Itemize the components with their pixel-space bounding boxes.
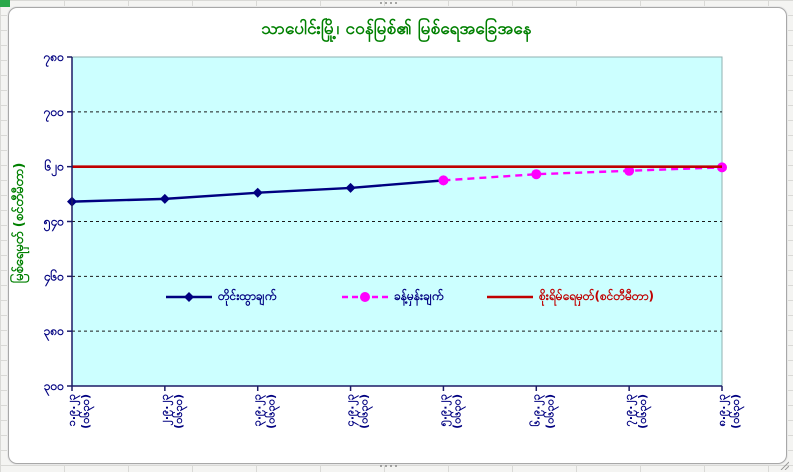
forecast-legend-sample <box>342 292 388 302</box>
danger-level-legend-sample <box>487 295 533 299</box>
sheet-handle-dots-top <box>380 2 402 6</box>
observed-legend-sample <box>166 292 212 302</box>
chart-object[interactable] <box>8 7 787 464</box>
sheet-corner-cell <box>0 0 10 7</box>
legend-label-forecast: ခန့်မှန်းချက် <box>394 289 444 303</box>
resize-grip[interactable] <box>779 461 789 470</box>
chart-title: သာပေါင်းမြို့၊ ငဝန်မြစ်၏ မြစ်ရေအခြေအနေ <box>261 19 532 39</box>
legend-label-danger-level: စိုးရိမ်ရေမှတ်(စင်တီမီတာ) <box>539 289 655 303</box>
legend: တိုင်းထွာချက် ခန့်မှန်းချက် စိုးရိမ်ရေမှ… <box>0 287 793 309</box>
legend-entry-observed[interactable]: တိုင်းထွာချက် <box>166 287 276 307</box>
legend-sample-marker <box>184 292 194 302</box>
legend-entry-forecast[interactable]: ခန့်မှန်းချက် <box>342 287 443 307</box>
sheet-handle-dots-bottom <box>380 465 402 469</box>
legend-sample-marker <box>360 292 370 302</box>
legend-label-observed: တိုင်းထွာချက် <box>218 289 277 303</box>
legend-entry-danger-level[interactable]: စိုးရိမ်ရေမှတ်(စင်တီမီတာ) <box>487 287 654 307</box>
